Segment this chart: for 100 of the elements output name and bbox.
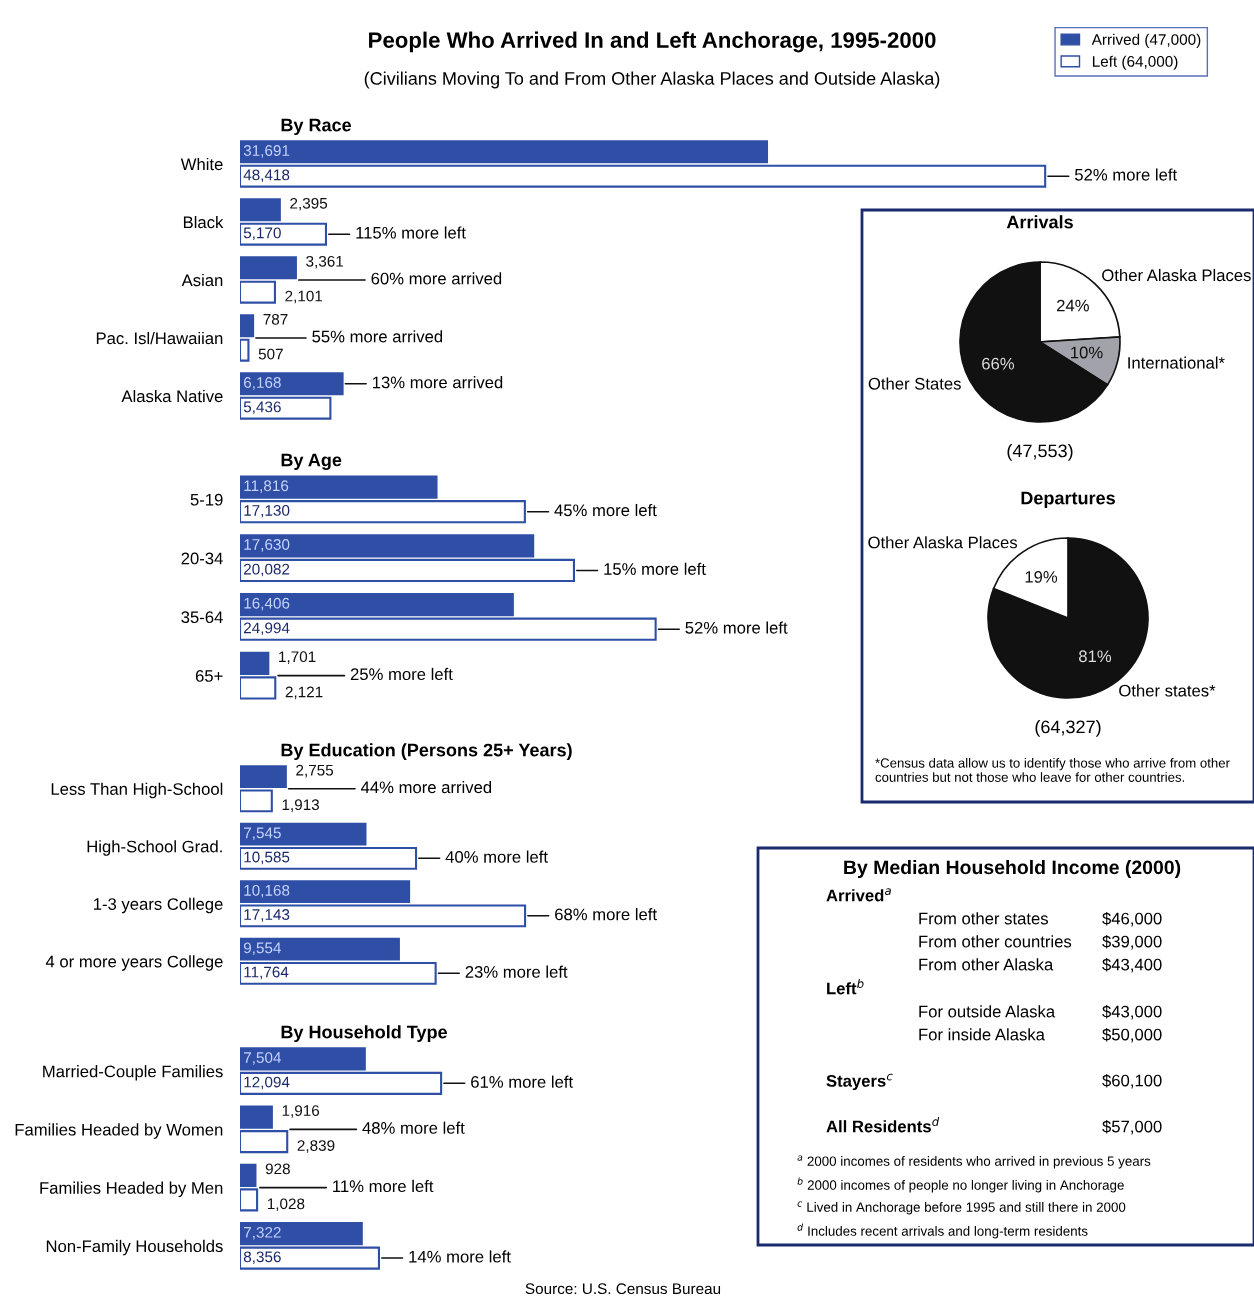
y-tick-label: High-School Grad. — [87, 840, 222, 856]
bar — [240, 338, 250, 362]
data-label: 24,994 — [243, 622, 290, 636]
data-label: 7,545 — [244, 827, 281, 841]
text: $60,100 — [1102, 1073, 1162, 1089]
y-tick-label: Married-Couple Families — [43, 1065, 223, 1081]
data-label: 6,168 — [244, 377, 281, 390]
text: For outside Alaska — [919, 1005, 1056, 1018]
data-label: 5,170 — [243, 227, 281, 241]
bar — [240, 222, 328, 246]
data-label: 11,764 — [244, 966, 289, 980]
y-tick-label: 35-64 — [181, 611, 223, 624]
slice-label: Other states* — [1119, 684, 1216, 697]
data-label: 2,839 — [297, 1140, 335, 1153]
bar — [240, 396, 332, 420]
y-tick-label: Less Than High-School — [51, 782, 223, 799]
text: From other countries — [919, 935, 1072, 948]
y-tick-label: Black — [183, 215, 224, 229]
annotation: 15% more left — [604, 562, 706, 575]
y-tick-label: Families Headed by Men — [40, 1181, 223, 1198]
bar — [240, 314, 255, 338]
annotation: 40% more left — [445, 850, 548, 863]
data-label: 31,691 — [243, 145, 290, 158]
bar — [240, 256, 297, 280]
bar — [240, 1222, 363, 1246]
data-label: 1,028 — [267, 1198, 305, 1212]
annotation: 11% more left — [333, 1179, 434, 1193]
text: (47,553) — [1007, 444, 1073, 461]
text: By Median Household Income (2000) — [844, 859, 1181, 879]
slice-label: Other States — [868, 377, 961, 390]
data-label: 10,168 — [244, 884, 290, 898]
legend-label: Arrived (47,000) — [1091, 33, 1201, 48]
text: For inside Alaska — [919, 1028, 1045, 1041]
data-label: 17,143 — [244, 909, 290, 922]
text: Left$^{b}$ — [827, 978, 864, 995]
data-label: 19% — [1025, 570, 1058, 583]
data-label: 1,913 — [282, 799, 320, 812]
data-label: 3,361 — [306, 255, 344, 269]
data-label: 10% — [1071, 346, 1103, 359]
bar — [240, 534, 535, 558]
text: $^{b}$ 2000 incomes of people no longer living in Anchorage — [797, 1177, 1124, 1193]
data-label: 10,585 — [244, 851, 290, 865]
data-label: 507 — [258, 348, 283, 360]
annotation: 61% more left — [471, 1075, 573, 1088]
data-label: 48,418 — [243, 169, 290, 183]
y-tick-label: Alaska Native — [121, 389, 223, 403]
y-tick-label: 1-3 years College — [93, 897, 223, 914]
data-label: 11,816 — [244, 480, 289, 493]
annotation: 52% more left — [1074, 168, 1178, 181]
data-label: 20,082 — [243, 563, 290, 577]
text: $43,400 — [1102, 957, 1162, 973]
data-label: 7,504 — [244, 1052, 282, 1065]
text: $57,000 — [1102, 1119, 1162, 1135]
data-label: 2,101 — [285, 290, 323, 304]
data-label: 787 — [263, 313, 288, 325]
annotation: 68% more left — [555, 908, 657, 921]
data-label: 9,554 — [243, 942, 282, 956]
annotation: 52% more left — [685, 621, 788, 634]
bar — [240, 617, 657, 641]
legend-label: Left (64,000) — [1092, 55, 1178, 70]
data-label: 1,701 — [279, 651, 316, 664]
text: People Who Arrived In and Left Anchorage, 1995-2000 — [369, 31, 936, 53]
text: $46,000 — [1102, 911, 1162, 927]
bar — [240, 164, 1047, 188]
chart-title: By Race — [281, 118, 352, 135]
bar — [240, 1047, 366, 1071]
text: $^{d}$ Includes recent arrivals and long-term residents — [797, 1223, 1088, 1239]
text: Arrived$^{a}$ — [826, 888, 891, 902]
slice-label: Other Alaska Places — [1102, 268, 1251, 282]
annotation: 13% more arrived — [373, 376, 503, 389]
bar — [240, 198, 281, 222]
annotation: 25% more left — [350, 667, 453, 681]
annotation: 45% more left — [554, 503, 657, 517]
text: $39,000 — [1102, 934, 1162, 950]
annotation: 60% more arrived — [371, 272, 502, 285]
data-label: 2,755 — [296, 764, 334, 778]
y-tick-label: Asian — [181, 273, 223, 287]
text: From other states — [919, 912, 1048, 925]
chart-title: By Age — [281, 453, 342, 470]
text: *Census data allow us to identify those who arrive from other countries but not those who leave for other countries. — [875, 758, 1230, 782]
bar — [240, 140, 769, 164]
annotation: 23% more left — [465, 965, 568, 978]
data-label: 2,395 — [290, 197, 328, 211]
data-label: 12,094 — [244, 1076, 290, 1090]
y-tick-label: Non-Family Households — [46, 1239, 223, 1256]
y-tick-label: 20-34 — [181, 552, 223, 565]
data-label: 81% — [1079, 650, 1112, 663]
slice-label: Other Alaska Places — [868, 536, 1018, 549]
data-label: 66% — [982, 357, 1015, 370]
data-label: 7,322 — [244, 1226, 281, 1240]
y-tick-label: 5-19 — [190, 493, 223, 506]
bar — [240, 1246, 380, 1270]
data-label: 17,630 — [244, 539, 290, 552]
text: Stayers$^{c}$ — [826, 1073, 893, 1091]
data-label: 24% — [1057, 299, 1089, 312]
annotation: 55% more arrived — [312, 330, 443, 343]
text: (64,327) — [1035, 720, 1101, 737]
text: $50,000 — [1102, 1027, 1162, 1043]
data-label: 928 — [265, 1163, 290, 1175]
chart-title: Arrivals — [1006, 215, 1073, 229]
